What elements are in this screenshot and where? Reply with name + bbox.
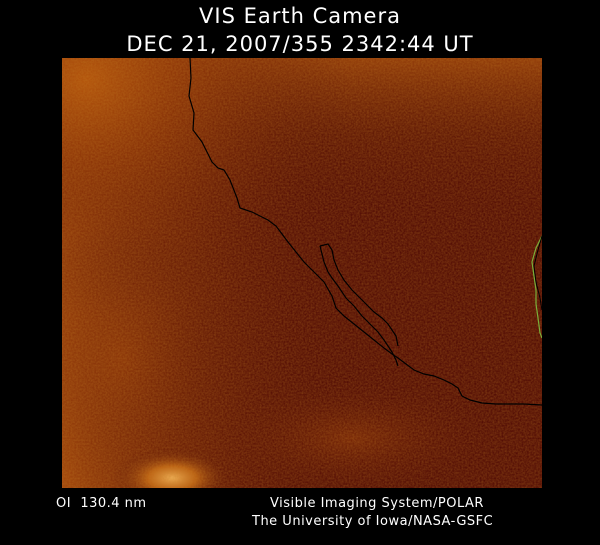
institution-label: The University of Iowa/NASA-GSFC bbox=[252, 514, 494, 529]
wavelength-label: OI 130.4 nm bbox=[56, 496, 147, 511]
instrument-label: Visible Imaging System/POLAR bbox=[270, 496, 484, 511]
baja-peninsula bbox=[319, 243, 399, 367]
coastline bbox=[188, 58, 542, 406]
earth-camera-image bbox=[62, 58, 542, 488]
auroral-image bbox=[62, 58, 542, 488]
page-title: VIS Earth Camera bbox=[199, 4, 401, 28]
timestamp-label: DEC 21, 2007/355 2342:44 UT bbox=[126, 32, 474, 56]
border-line bbox=[531, 235, 542, 339]
